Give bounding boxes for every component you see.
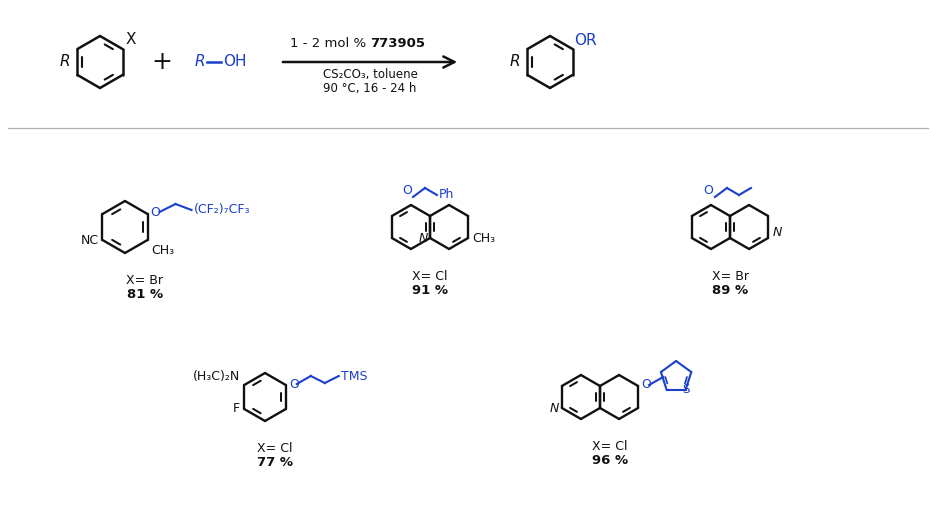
Text: 96 %: 96 % [592,455,628,467]
Text: R: R [59,54,70,70]
Text: O: O [402,184,412,197]
Text: (CF₂)₇CF₃: (CF₂)₇CF₃ [194,203,250,217]
Text: 1 - 2 mol %: 1 - 2 mol % [289,37,370,50]
Text: 81 %: 81 % [127,288,163,302]
Text: X= Br: X= Br [711,270,749,284]
Text: O: O [289,377,299,391]
Text: NC: NC [80,233,98,246]
Text: X= Cl: X= Cl [412,270,447,284]
Text: N: N [418,231,428,245]
Text: 77 %: 77 % [257,457,293,470]
Text: F: F [233,402,241,416]
Text: N: N [549,401,559,415]
Text: (H₃C)₂N: (H₃C)₂N [193,370,241,383]
Text: O: O [703,184,713,197]
Text: +: + [152,50,172,74]
Text: N: N [773,225,782,239]
Text: CH₃: CH₃ [472,231,495,245]
Text: 773905: 773905 [370,37,425,50]
Text: OR: OR [575,33,597,48]
Text: 90 °C, 16 - 24 h: 90 °C, 16 - 24 h [323,82,417,95]
Text: TMS: TMS [341,370,367,382]
Text: OH: OH [223,54,246,70]
Text: X: X [125,32,136,48]
Text: X= Br: X= Br [126,274,164,288]
Text: 91 %: 91 % [412,285,448,297]
Text: 89 %: 89 % [712,285,748,297]
Text: CS₂CO₃, toluene: CS₂CO₃, toluene [323,68,417,81]
Text: O: O [151,205,160,219]
Text: CH₃: CH₃ [152,244,175,257]
Text: X= Cl: X= Cl [592,440,628,454]
Text: R: R [509,54,520,70]
Text: R: R [195,54,206,70]
Text: Ph: Ph [439,187,454,201]
Text: S: S [681,383,689,396]
Text: O: O [641,378,651,392]
Text: X= Cl: X= Cl [257,442,293,456]
